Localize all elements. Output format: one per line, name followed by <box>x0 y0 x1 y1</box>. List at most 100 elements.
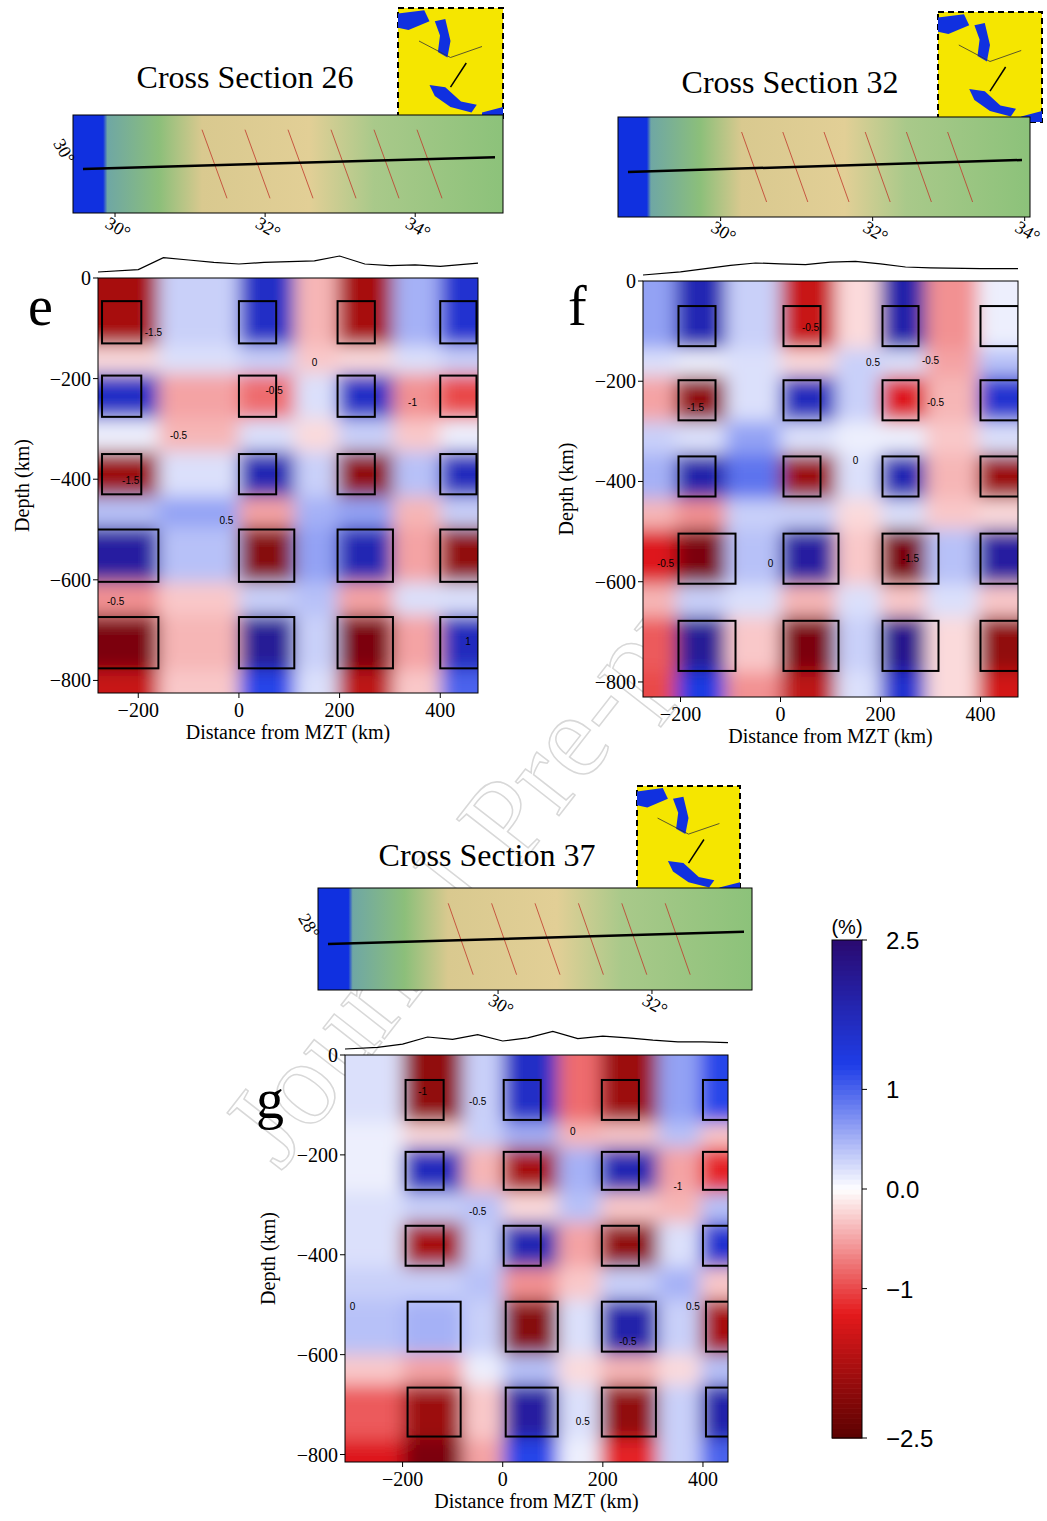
colorbar-step <box>832 1020 862 1026</box>
colorbar-step <box>832 1144 862 1150</box>
heat-cell <box>978 529 1018 585</box>
inset-sea <box>398 10 430 30</box>
heat-cell <box>836 529 882 585</box>
x-tick-label: 0 <box>234 699 244 721</box>
colorbar-step <box>832 1139 862 1145</box>
inset-sea <box>430 85 477 113</box>
heat-cell <box>393 346 441 374</box>
contour-label: -1.5 <box>122 475 140 486</box>
y-tick-label: −600 <box>297 1344 338 1366</box>
heat-cell <box>463 1222 504 1268</box>
inset-map <box>398 8 503 118</box>
heat-cell <box>836 349 882 377</box>
heat-cell <box>600 1267 658 1300</box>
lon-label: 30° <box>708 217 740 247</box>
heat-cell <box>294 419 338 452</box>
contour-label: 0 <box>350 1301 356 1312</box>
input-box <box>98 530 158 582</box>
input-box <box>981 380 1019 420</box>
colorbar-step <box>832 1035 862 1041</box>
x-tick <box>780 697 781 702</box>
profile-line <box>328 932 744 944</box>
colorbar-step <box>832 940 862 946</box>
heat-cell <box>158 615 239 671</box>
heat-cell <box>701 1192 729 1223</box>
inset-frame <box>938 12 1042 122</box>
colorbar-step <box>832 1069 862 1075</box>
heat-cell <box>658 1355 701 1386</box>
x-tick-label: 200 <box>325 699 355 721</box>
x-tick <box>440 693 441 698</box>
colorbar-step <box>832 1124 862 1130</box>
colorbar-step <box>832 1065 862 1071</box>
input-box <box>504 1152 541 1190</box>
heat-cell <box>658 1192 701 1223</box>
heat-field <box>345 1055 728 1462</box>
inset-map <box>938 12 1042 122</box>
heat-cell <box>978 281 1018 349</box>
x-axis-title: Distance from MZT (km) <box>186 721 391 744</box>
heat-cell <box>643 529 676 585</box>
heat-cell <box>726 454 782 500</box>
heat-cell <box>643 499 676 530</box>
heat-cell <box>558 1267 601 1300</box>
heat-cell <box>926 499 979 530</box>
colorbar-tick-label: 1 <box>886 1076 899 1103</box>
heat-cell <box>440 278 478 347</box>
inset-sea <box>969 89 1016 117</box>
input-box <box>338 530 393 582</box>
heat-cell <box>781 376 837 422</box>
heat-cell <box>239 452 295 498</box>
colorbar-step <box>832 1214 862 1220</box>
strip-frame <box>318 888 752 990</box>
colorbar-step <box>832 1119 862 1125</box>
contour-label: 0.5 <box>219 515 233 526</box>
y-tick-label: −400 <box>50 468 91 490</box>
input-box <box>784 621 839 671</box>
heat-cell <box>338 452 394 498</box>
colorbar-step <box>832 1189 862 1195</box>
colorbar-step <box>832 1030 862 1036</box>
inset-sea <box>974 23 990 62</box>
input-box <box>784 534 839 584</box>
heat-cell <box>393 615 441 671</box>
input-box <box>981 456 1019 496</box>
heat-cell <box>158 670 239 693</box>
input-box <box>338 376 375 417</box>
contour-label: -1.5 <box>687 402 705 413</box>
heat-cell <box>836 454 882 500</box>
colorbar-step <box>832 1229 862 1235</box>
contour-label: 0 <box>853 455 859 466</box>
y-tick <box>638 481 643 482</box>
heat-cell <box>338 670 394 693</box>
input-box <box>981 306 1019 346</box>
heat-cell <box>338 346 394 374</box>
heat-cell <box>643 421 676 454</box>
input-box <box>981 534 1019 584</box>
input-box <box>679 456 716 496</box>
lon-label: 32° <box>639 990 671 1020</box>
colorbar-step <box>832 1378 862 1384</box>
y-tick <box>340 1254 345 1255</box>
heat-cell <box>98 670 159 693</box>
colorbar-step <box>832 1209 862 1215</box>
heat-cell <box>558 1222 601 1268</box>
heat-cell <box>781 454 837 500</box>
heat-cell <box>503 1300 559 1356</box>
input-box <box>679 306 716 346</box>
y-tick-label: 0 <box>81 267 91 289</box>
heat-cell <box>836 376 882 422</box>
inset-profile <box>451 63 467 87</box>
y-tick <box>340 1354 345 1355</box>
heat-cell <box>643 281 676 349</box>
heat-cell <box>676 672 727 697</box>
heat-cell <box>393 670 441 693</box>
heat-cell <box>158 452 239 498</box>
input-box <box>406 1152 444 1190</box>
colorbar-tick <box>862 1189 867 1190</box>
input-box <box>679 380 716 420</box>
inset-frame <box>398 8 503 118</box>
heat-cell <box>294 670 338 693</box>
colorbar-step <box>832 1204 862 1210</box>
colorbar-step <box>832 1199 862 1205</box>
